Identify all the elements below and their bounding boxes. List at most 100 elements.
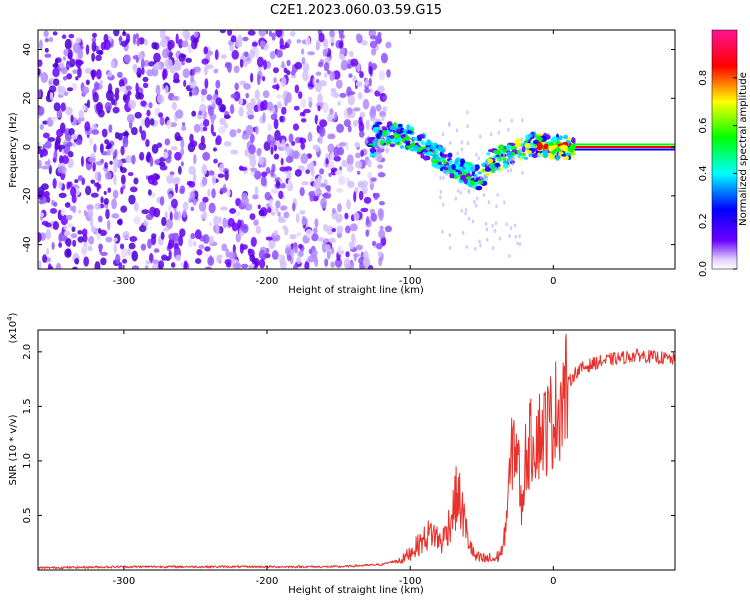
spectrogram-cell xyxy=(174,177,181,182)
spectrogram-cell xyxy=(270,211,276,216)
spectrogram-cell xyxy=(88,157,96,163)
spectrogram-cell xyxy=(333,146,340,158)
spectrogram-cell xyxy=(41,183,49,190)
spectrogram-sparse-cell xyxy=(476,196,479,201)
spectrogram-cell xyxy=(97,215,103,223)
spectrogram-cell xyxy=(315,39,321,50)
spectrogram-cell xyxy=(164,210,168,220)
spectrogram-cell xyxy=(111,198,117,210)
spectrogram-sparse-cell xyxy=(455,128,459,133)
spectrogram-signal-cell xyxy=(551,136,557,143)
spectrogram-cell xyxy=(144,38,148,46)
spectrogram-y-tick-label: -40 xyxy=(22,236,33,252)
spectrogram-cell xyxy=(103,190,107,196)
spectrogram-cell xyxy=(180,261,184,268)
spectrogram-cell xyxy=(66,223,74,228)
spectrogram-cell xyxy=(125,155,133,164)
spectrogram-cell xyxy=(294,84,300,94)
spectrogram-cell xyxy=(295,136,301,144)
spectrogram-cell xyxy=(89,137,93,146)
spectrogram-cell xyxy=(175,33,179,45)
spectrogram-signal-cell xyxy=(386,121,393,127)
spectrogram-cell xyxy=(346,180,355,189)
spectrogram-sparse-cell xyxy=(495,204,498,209)
spectrogram-cell xyxy=(348,73,353,78)
spectrogram-cell xyxy=(362,256,371,268)
spectrogram-cell xyxy=(376,242,383,250)
spectrogram-x-tick-label: -300 xyxy=(113,276,136,287)
colorbar-gradient xyxy=(711,29,738,270)
spectrogram-signal-cell xyxy=(550,154,555,160)
spectrogram-cell xyxy=(42,132,50,139)
spectrogram-cell xyxy=(279,166,287,172)
spectrogram-cell xyxy=(326,249,331,260)
spectrogram-cell xyxy=(313,180,322,190)
spectrogram-sparse-cell xyxy=(509,226,513,231)
colorbar-tick-label: 0.6 xyxy=(698,118,709,134)
spectrogram-cell xyxy=(105,236,113,243)
spectrogram-cell xyxy=(77,230,83,235)
spectrogram-cell xyxy=(65,237,72,247)
spectrogram-cell xyxy=(128,242,136,250)
spectrogram-cell xyxy=(104,161,108,169)
spectrogram-cell xyxy=(252,194,259,200)
spectrogram-cell xyxy=(127,90,132,96)
spectrogram-cell xyxy=(38,89,42,99)
spectrogram-cell xyxy=(330,87,337,93)
spectrogram-cell xyxy=(38,159,42,169)
spectrogram-cell xyxy=(144,59,150,67)
spectrogram-cell xyxy=(358,130,365,138)
spectrogram-signal-cell xyxy=(495,150,502,155)
spectrogram-cell xyxy=(338,142,347,147)
spectrogram-cell xyxy=(298,243,303,250)
spectrogram-cell xyxy=(77,117,82,125)
spectrogram-cell xyxy=(38,142,41,148)
spectrogram-cell xyxy=(93,81,100,91)
spectrogram-cell xyxy=(78,209,82,214)
snr-y-axis-label: SNR (10 * v/v) xyxy=(8,414,19,485)
spectrogram-cell xyxy=(53,102,61,112)
spectrogram-cell xyxy=(314,256,319,268)
spectrogram-cell xyxy=(96,68,102,80)
spectrogram-cell xyxy=(286,59,291,67)
spectrogram-cell xyxy=(317,61,324,68)
spectrogram-cell xyxy=(221,243,228,252)
spectrogram-cell xyxy=(305,169,310,175)
spectrogram-cell xyxy=(39,123,44,131)
spectrogram-sparse-cell xyxy=(467,216,471,221)
spectrogram-cell xyxy=(254,89,260,100)
spectrogram-cell xyxy=(271,250,279,260)
spectrogram-cell xyxy=(183,260,188,269)
spectrogram-cell xyxy=(208,170,215,176)
spectrogram-cell xyxy=(308,248,313,255)
spectrogram-cell xyxy=(140,58,145,70)
spectrogram-cell xyxy=(58,180,63,190)
spectrogram-cell xyxy=(70,114,74,123)
spectrogram-cell xyxy=(106,149,112,156)
spectrogram-cell xyxy=(213,68,219,74)
spectrogram-cell xyxy=(121,247,128,258)
spectrogram-cell xyxy=(215,135,222,146)
spectrogram-cell xyxy=(353,107,361,112)
spectrogram-cell xyxy=(46,196,51,203)
spectrogram-signal-cell xyxy=(536,133,544,136)
spectrogram-sparse-cell xyxy=(454,196,457,201)
spectrogram-cell xyxy=(246,110,254,116)
spectrogram-sparse-cell xyxy=(473,175,477,180)
spectrogram-cell xyxy=(360,149,364,157)
colorbar-tick-label: 0.4 xyxy=(698,165,709,181)
spectrogram-cell xyxy=(329,36,336,43)
spectrogram-cell xyxy=(301,217,309,225)
spectrogram-cell xyxy=(256,74,261,86)
spectrogram-signal-cell xyxy=(379,140,384,146)
spectrogram-cell xyxy=(118,79,125,88)
spectrogram-cell xyxy=(110,60,116,69)
spectrogram-cell xyxy=(190,232,196,240)
spectrogram-cell xyxy=(253,170,262,180)
spectrogram-cell xyxy=(53,150,58,160)
spectrogram-cell xyxy=(91,52,96,62)
spectrogram-sparse-cell xyxy=(479,243,482,248)
spectrogram-sparse-cell xyxy=(484,221,488,226)
spectrogram-cell xyxy=(339,92,347,98)
spectrogram-peak-cell xyxy=(554,147,561,153)
